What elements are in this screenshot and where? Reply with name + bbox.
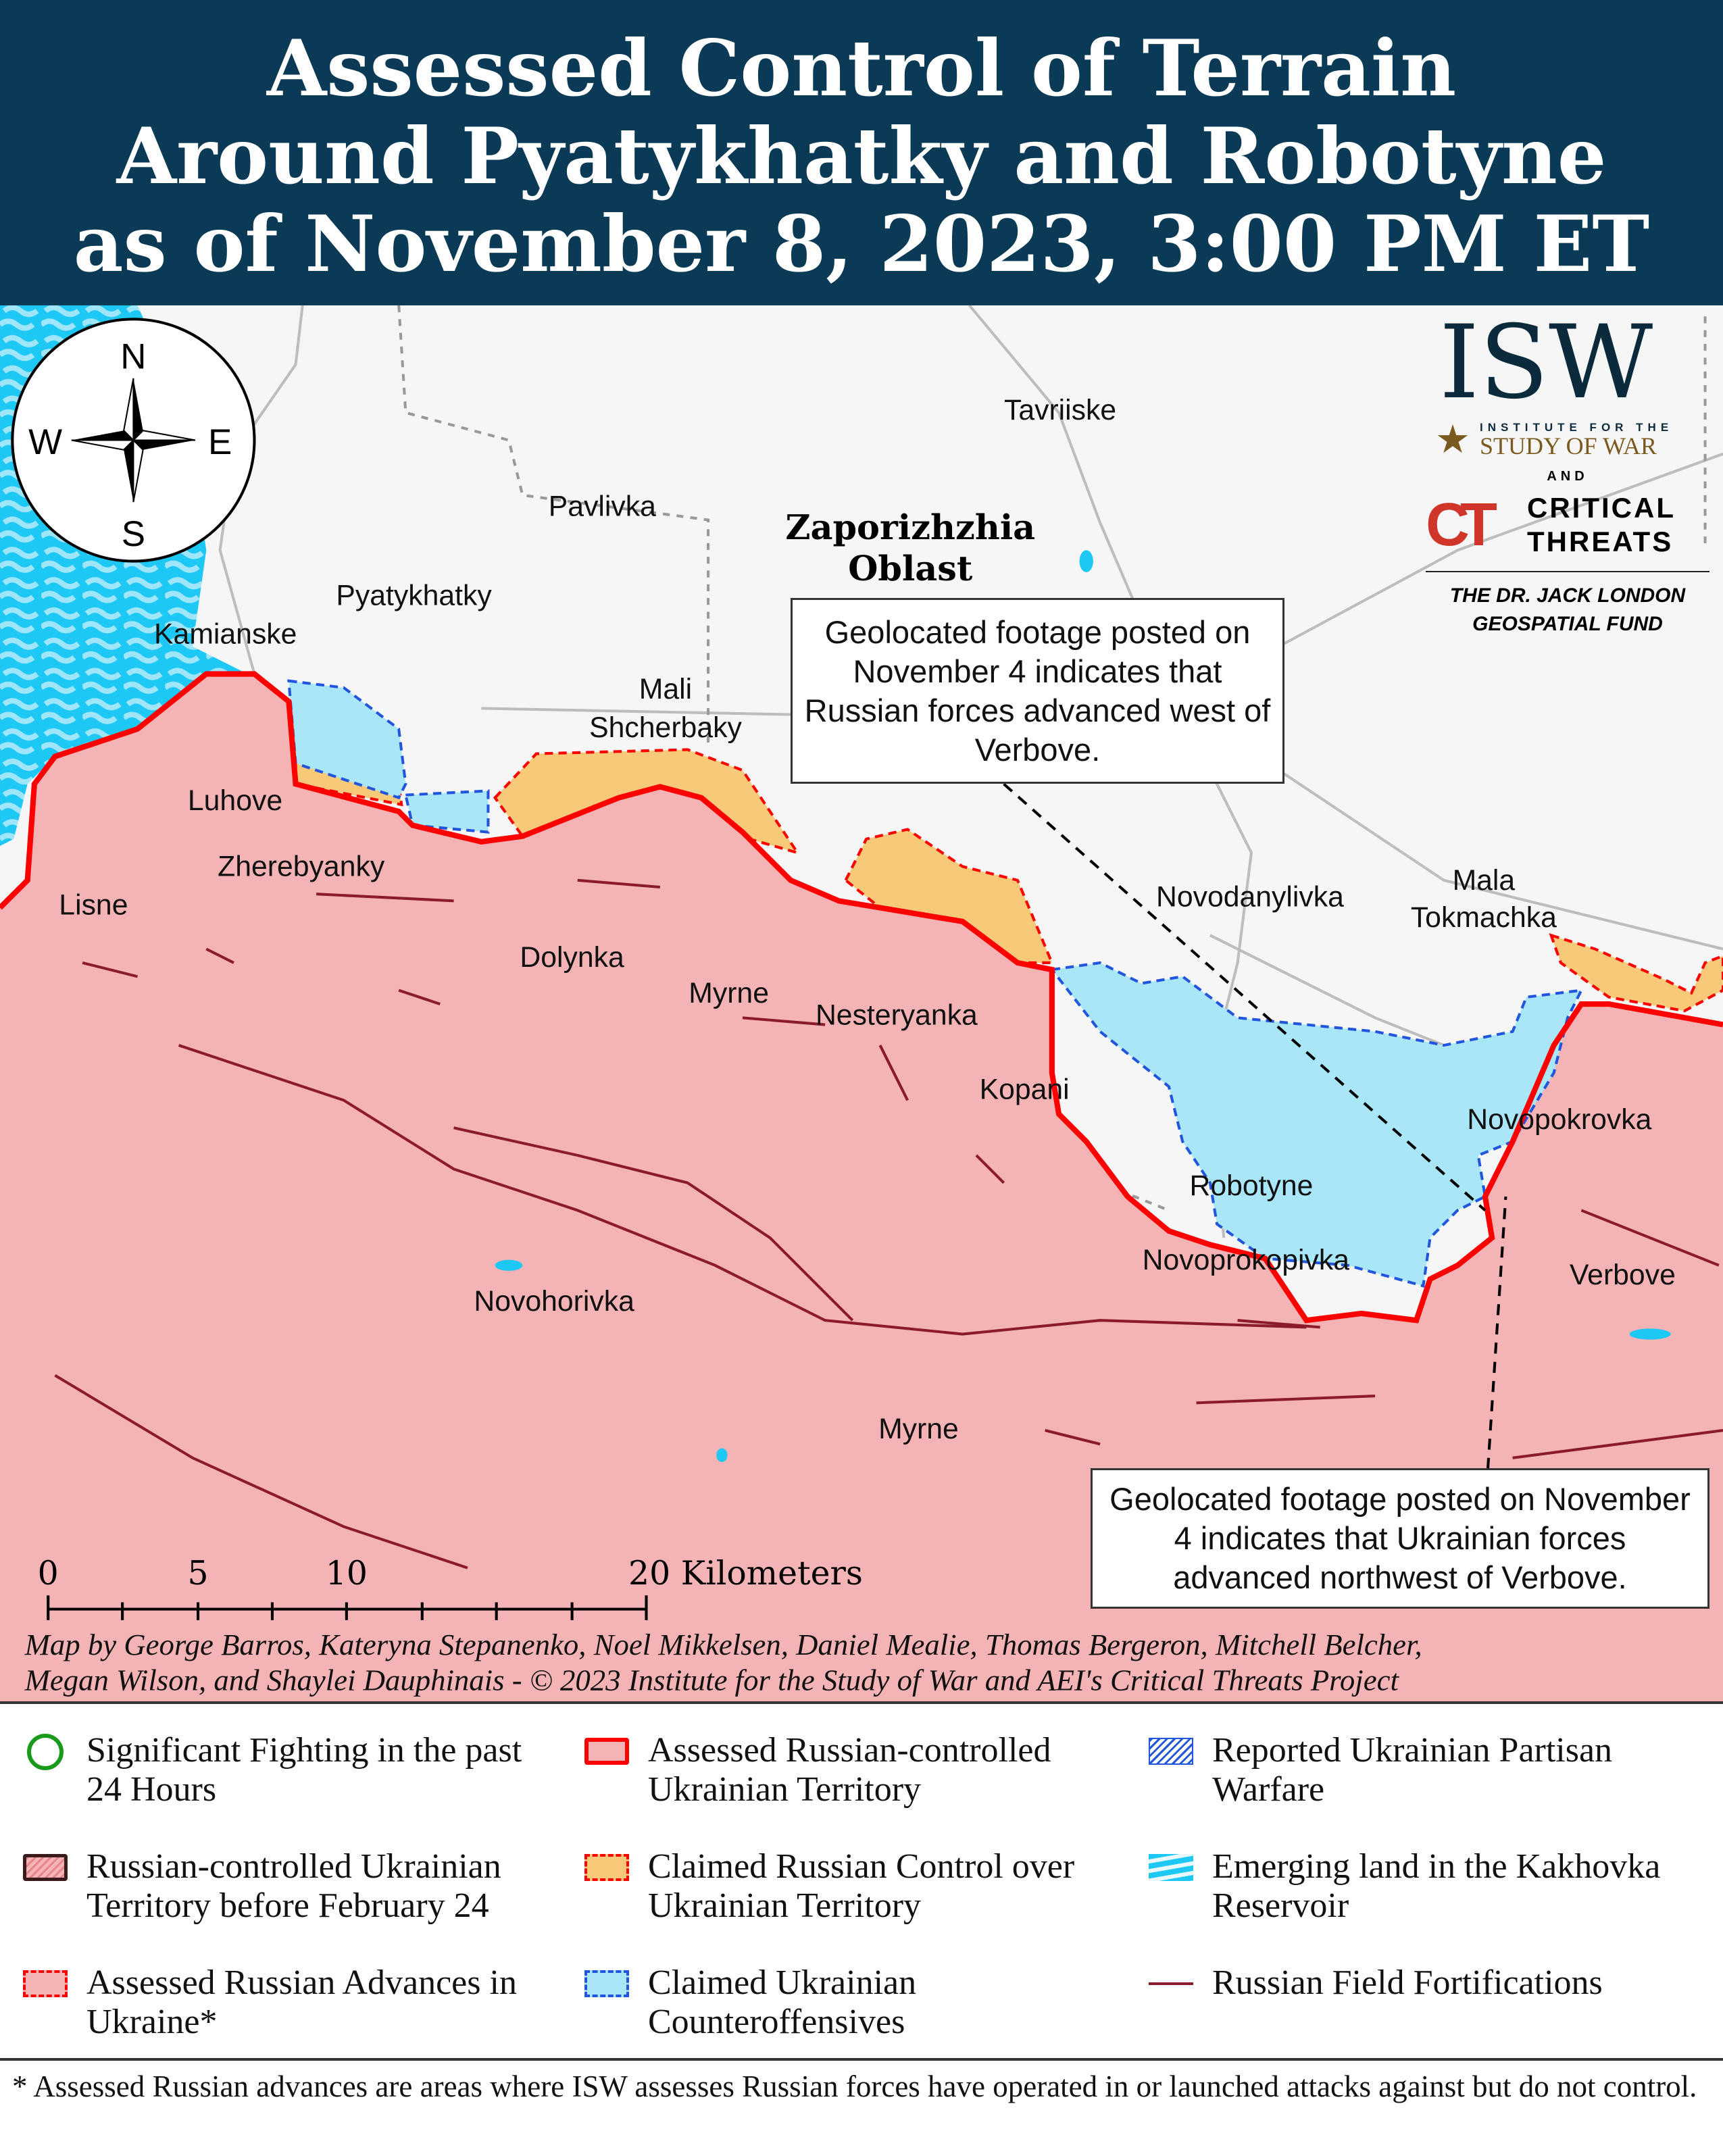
- label-dolynka: Dolynka: [520, 941, 624, 974]
- water-features: [495, 550, 1671, 1462]
- credits: Map by George Barros, Kateryna Stepanenk…: [24, 1628, 1422, 1697]
- red-outline-pink-icon: [584, 1738, 629, 1765]
- legend-russian-controlled: Assessed Russian-controlled Ukrainian Te…: [584, 1731, 1125, 1809]
- label-novohorivka: Novohorivka: [474, 1285, 634, 1318]
- claimed-ukrainian-counteroffensives: [287, 679, 1584, 1288]
- compass-s: S: [122, 514, 145, 554]
- label-mali: Mali: [639, 673, 692, 705]
- label-robotyne: Robotyne: [1189, 1170, 1313, 1202]
- label-lisne: Lisne: [59, 889, 128, 922]
- blue-dashed-icon: [584, 1970, 629, 1997]
- map[interactable]: N S E W Tavriiske Pavlivka Pyatykhatky K…: [0, 305, 1723, 1701]
- russian-field-fortifications: [54, 878, 1723, 1570]
- legend: Significant Fighting in the past 24 Hour…: [0, 1701, 1723, 2058]
- compass: N S E W: [11, 318, 256, 563]
- orange-dashed-icon: [584, 1854, 629, 1881]
- callout-leaders: [1003, 782, 1507, 1470]
- russian-controlled-territory: [0, 674, 1723, 1701]
- legend-label: Emerging land in the Kakhovka Reservoir: [1212, 1847, 1661, 1925]
- label-novopokrovka: Novopokrovka: [1467, 1103, 1651, 1136]
- oblast-label: Zaporizhzhia Oblast: [785, 507, 1035, 588]
- isw-ct-logo: ISW ★ INSTITUTE FOR THE STUDY OF WAR AND…: [1426, 312, 1709, 650]
- legend-partisan-warfare: Reported Ukrainian Partisan Warfare: [1149, 1731, 1689, 1809]
- label-zherebyanky: Zherebyanky: [218, 851, 385, 883]
- legend-label: Russian Field Fortifications: [1212, 1963, 1603, 2002]
- dark-hatch-icon: [23, 1854, 68, 1881]
- label-pyatykhatky: Pyatykhatky: [336, 580, 492, 612]
- dark-red-line-icon: [1149, 1982, 1193, 1985]
- blue-texture-icon: [1149, 1854, 1193, 1881]
- legend-ukrainian-counteroffensives: Claimed Ukrainian Counteroffensives: [584, 1963, 1125, 2042]
- legend-label: Claimed Ukrainian Counteroffensives: [648, 1963, 917, 2041]
- credit-line-2: Megan Wilson, and Shaylei Dauphinais - ©…: [24, 1663, 1400, 1697]
- ct-threats: THREATS: [1527, 526, 1674, 557]
- ct-critical: CRITICAL: [1527, 492, 1676, 524]
- assessed-control-line: [0, 671, 1723, 1324]
- title-line-2: Around Pyatykhatky and Robotyne: [116, 111, 1607, 201]
- label-shcherbaky: Shcherbaky: [589, 711, 742, 744]
- callout-ukrainian-advance: Geolocated footage posted on November 4 …: [1091, 1468, 1709, 1609]
- scale-5: 5: [188, 1554, 209, 1593]
- legend-emerging-land: Emerging land in the Kakhovka Reservoir: [1149, 1847, 1689, 1926]
- isw-sub2: STUDY OF WAR: [1480, 432, 1657, 459]
- legend-pre-feb24: Russian-controlled Ukrainian Territory b…: [23, 1847, 564, 1926]
- credit-line-1: Map by George Barros, Kateryna Stepanenk…: [24, 1628, 1422, 1661]
- place-labels: Tavriiske Pavlivka Pyatykhatky Kamianske…: [59, 394, 1676, 1445]
- label-tokmachka: Tokmachka: [1411, 901, 1557, 934]
- legend-field-fortifications: Russian Field Fortifications: [1149, 1963, 1689, 2003]
- green-circle-icon: [27, 1734, 64, 1770]
- legend-label: Significant Fighting in the past 24 Hour…: [86, 1731, 522, 1809]
- scale-0: 0: [38, 1554, 59, 1593]
- label-nesteryanka: Nesteryanka: [816, 999, 978, 1032]
- callout-russian-advance: Geolocated footage posted on November 4 …: [791, 598, 1284, 784]
- label-kopani: Kopani: [980, 1073, 1070, 1105]
- red-dashed-icon: [23, 1970, 68, 1997]
- map-title: Assessed Control of Terrain Around Pyaty…: [0, 0, 1723, 305]
- star-icon: ★: [1435, 418, 1470, 461]
- label-pavlivka: Pavlivka: [549, 490, 656, 522]
- scale-bar: 0 5 10 20 Kilometers: [38, 1554, 863, 1620]
- label-myrne-north: Myrne: [689, 977, 769, 1009]
- legend-claimed-russian: Claimed Russian Control over Ukrainian T…: [584, 1847, 1125, 1926]
- legend-label: Assessed Russian Advances in Ukraine*: [86, 1963, 517, 2041]
- label-verbove: Verbove: [1570, 1259, 1676, 1291]
- isw-logo-text: ISW: [1439, 304, 1653, 422]
- legend-russian-advances: Assessed Russian Advances in Ukraine*: [23, 1963, 564, 2042]
- label-novoprokopivka: Novoprokopivka: [1143, 1244, 1350, 1276]
- footnote: * Assessed Russian advances are areas wh…: [0, 2058, 1723, 2156]
- logo-and: AND: [1547, 469, 1589, 484]
- title-line-3: as of November 8, 2023, 3:00 PM ET: [73, 199, 1650, 289]
- legend-label: Claimed Russian Control over Ukrainian T…: [648, 1847, 1075, 1925]
- legend-label: Assessed Russian-controlled Ukrainian Te…: [648, 1731, 1051, 1809]
- oblast-label-line-1: Zaporizhzhia: [785, 507, 1035, 547]
- isw-sub1: INSTITUTE FOR THE: [1480, 421, 1674, 434]
- fund-line-1: THE DR. JACK LONDON: [1449, 584, 1686, 607]
- legend-label: Russian-controlled Ukrainian Territory b…: [86, 1847, 501, 1925]
- scale-10: 10: [326, 1554, 368, 1593]
- title-line-1: Assessed Control of Terrain: [266, 23, 1457, 114]
- fund-line-2: GEOSPATIAL FUND: [1472, 613, 1663, 635]
- label-mala: Mala: [1453, 864, 1516, 897]
- compass-w: W: [28, 422, 62, 462]
- label-novodanylivka: Novodanylivka: [1156, 880, 1344, 913]
- label-tavriiske: Tavriiske: [1004, 394, 1116, 426]
- blue-hatch-icon: [1149, 1738, 1193, 1765]
- label-myrne-south: Myrne: [878, 1413, 959, 1445]
- legend-significant-fighting: Significant Fighting in the past 24 Hour…: [23, 1731, 564, 1809]
- label-luhove: Luhove: [188, 784, 282, 817]
- compass-e: E: [208, 422, 232, 462]
- oblast-label-line-2: Oblast: [848, 548, 973, 588]
- legend-label: Reported Ukrainian Partisan Warfare: [1212, 1731, 1613, 1809]
- label-kamianske: Kamianske: [154, 618, 297, 651]
- scale-20: 20 Kilometers: [628, 1554, 863, 1593]
- compass-n: N: [120, 337, 146, 377]
- ct-logo-icon: CT: [1426, 491, 1497, 559]
